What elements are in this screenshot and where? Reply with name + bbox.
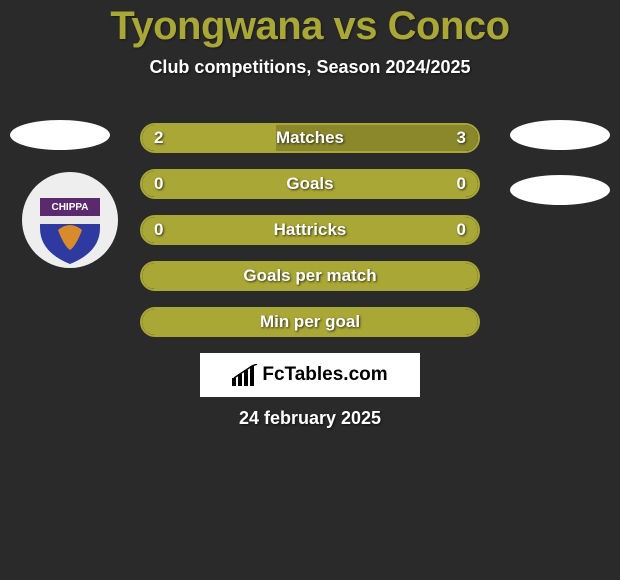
player-left-avatar <box>10 120 110 150</box>
stat-row: Min per goal <box>140 307 480 337</box>
stat-value-left: 0 <box>154 220 163 240</box>
brand-logo-icon <box>232 364 258 386</box>
shield-text: CHIPPA <box>51 202 88 213</box>
club-left-shield-icon: CHIPPA <box>20 170 120 270</box>
stat-label: Min per goal <box>260 312 360 332</box>
stat-value-left: 2 <box>154 128 163 148</box>
stat-value-right: 0 <box>457 220 466 240</box>
stat-row: 0 0 Hattricks <box>140 215 480 245</box>
page-title: Tyongwana vs Conco <box>0 0 620 49</box>
date-label: 24 february 2025 <box>0 408 620 429</box>
stat-value-right: 3 <box>457 128 466 148</box>
club-right-badge <box>510 175 610 205</box>
page-subtitle: Club competitions, Season 2024/2025 <box>0 57 620 78</box>
brand-text: FcTables.com <box>262 364 387 386</box>
stat-label: Goals per match <box>243 266 376 286</box>
stat-row: 0 0 Goals <box>140 169 480 199</box>
stat-label: Hattricks <box>274 220 347 240</box>
stat-label: Goals <box>286 174 333 194</box>
player-right-avatar <box>510 120 610 150</box>
stats-table: 2 3 Matches 0 0 Goals 0 0 Hattricks Goals per mat… <box>140 123 480 353</box>
stat-value-left: 0 <box>154 174 163 194</box>
brand-badge: FcTables.com <box>200 353 420 397</box>
stat-row: 2 3 Matches <box>140 123 480 153</box>
stat-label: Matches <box>276 128 344 148</box>
stat-value-right: 0 <box>457 174 466 194</box>
stat-row: Goals per match <box>140 261 480 291</box>
